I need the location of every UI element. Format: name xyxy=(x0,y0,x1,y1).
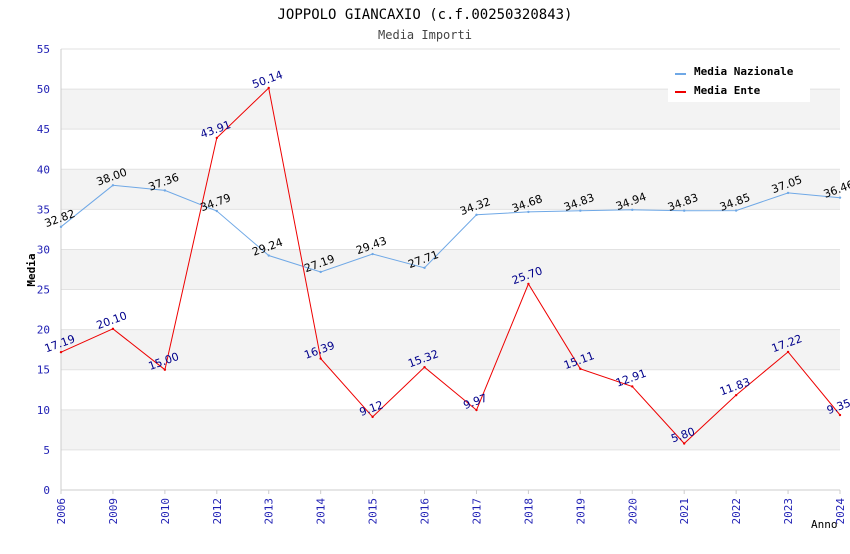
x-tick-label: 2009 xyxy=(107,498,120,525)
data-point xyxy=(215,136,218,140)
legend-box xyxy=(668,60,810,102)
x-tick-label: 2024 xyxy=(834,498,847,525)
x-tick-label: 2022 xyxy=(730,498,743,525)
grid-band xyxy=(61,249,840,290)
y-tick-label: 15 xyxy=(37,364,50,377)
x-tick-label: 2020 xyxy=(626,498,639,525)
data-label: 9.35 xyxy=(825,396,850,417)
grid-band xyxy=(61,329,840,370)
data-point xyxy=(579,367,582,371)
data-point xyxy=(786,350,790,354)
data-point xyxy=(838,196,842,199)
data-point xyxy=(838,413,842,417)
data-point xyxy=(267,86,270,90)
data-point xyxy=(683,209,686,212)
data-point xyxy=(631,208,634,212)
x-tick-label: 2006 xyxy=(55,498,68,525)
data-point xyxy=(319,357,322,360)
data-point xyxy=(683,442,686,445)
data-point xyxy=(423,266,426,270)
data-point xyxy=(631,385,634,388)
legend-label-media-ente: Media Ente xyxy=(694,84,761,97)
data-label: 20.10 xyxy=(95,309,129,332)
data-point xyxy=(111,327,115,331)
x-tick-label: 2018 xyxy=(522,498,535,525)
data-point xyxy=(579,209,582,212)
grid-bands xyxy=(61,89,840,450)
x-tick-label: 2019 xyxy=(574,498,587,525)
x-tick-label: 2013 xyxy=(263,498,276,525)
x-tick-label: 2014 xyxy=(315,498,328,525)
legend: Media Nazionale Media Ente xyxy=(668,60,810,102)
y-tick-label: 25 xyxy=(37,284,50,297)
x-tick-label: 2012 xyxy=(211,498,224,525)
data-point xyxy=(527,210,530,214)
data-point xyxy=(371,252,374,256)
grid-band xyxy=(61,169,840,210)
x-tick-label: 2015 xyxy=(367,498,380,525)
data-point xyxy=(163,368,167,371)
data-point xyxy=(111,184,115,187)
x-axis-ticks: 2006 2009 2010 2012 2013 2014 2015 2016 2017 2018… xyxy=(55,490,847,525)
data-label: 50.14 xyxy=(251,68,285,91)
y-tick-label: 40 xyxy=(37,163,50,176)
data-point xyxy=(215,209,218,213)
legend-label-media-nazionale: Media Nazionale xyxy=(694,65,794,78)
y-tick-label: 50 xyxy=(37,83,50,96)
chart-subtitle: Media Importi xyxy=(378,28,472,42)
data-point xyxy=(475,213,478,217)
series-line-media-nazionale xyxy=(60,184,841,273)
data-point xyxy=(786,191,790,195)
chart-title: JOPPOLO GIANCAXIO (c.f.00250320843) xyxy=(277,7,572,23)
y-tick-label: 55 xyxy=(37,43,50,56)
data-point xyxy=(163,189,167,192)
data-point xyxy=(267,254,270,257)
data-point xyxy=(527,282,530,286)
data-point xyxy=(59,350,63,354)
y-tick-label: 20 xyxy=(37,324,50,337)
y-axis-ticks: 0 5 10 15 20 25 30 35 40 45 50 55 xyxy=(37,43,50,497)
x-tick-label: 2016 xyxy=(419,498,432,525)
y-tick-label: 5 xyxy=(43,444,50,457)
x-axis-label: Anno xyxy=(811,518,838,531)
x-tick-label: 2010 xyxy=(159,498,172,525)
data-point xyxy=(371,415,374,419)
data-point xyxy=(319,270,322,274)
series-line-media-ente xyxy=(60,87,841,445)
data-point xyxy=(734,393,738,397)
x-tick-label: 2023 xyxy=(782,498,795,525)
data-point xyxy=(423,365,426,369)
x-tick-label: 2017 xyxy=(470,498,483,525)
data-point xyxy=(59,225,63,229)
y-tick-label: 30 xyxy=(37,243,50,256)
series-layer xyxy=(59,86,842,445)
data-point xyxy=(734,209,738,212)
grid-band xyxy=(61,409,840,450)
data-label: 11.83 xyxy=(718,375,752,398)
y-tick-label: 10 xyxy=(37,404,50,417)
y-tick-label: 35 xyxy=(37,203,50,216)
y-axis-label: Media xyxy=(25,253,38,286)
y-tick-label: 45 xyxy=(37,123,50,136)
y-tick-label: 0 xyxy=(43,484,50,497)
axes xyxy=(60,49,840,491)
x-tick-label: 2021 xyxy=(678,498,691,525)
grid-lines xyxy=(61,48,840,491)
data-point xyxy=(475,408,478,412)
